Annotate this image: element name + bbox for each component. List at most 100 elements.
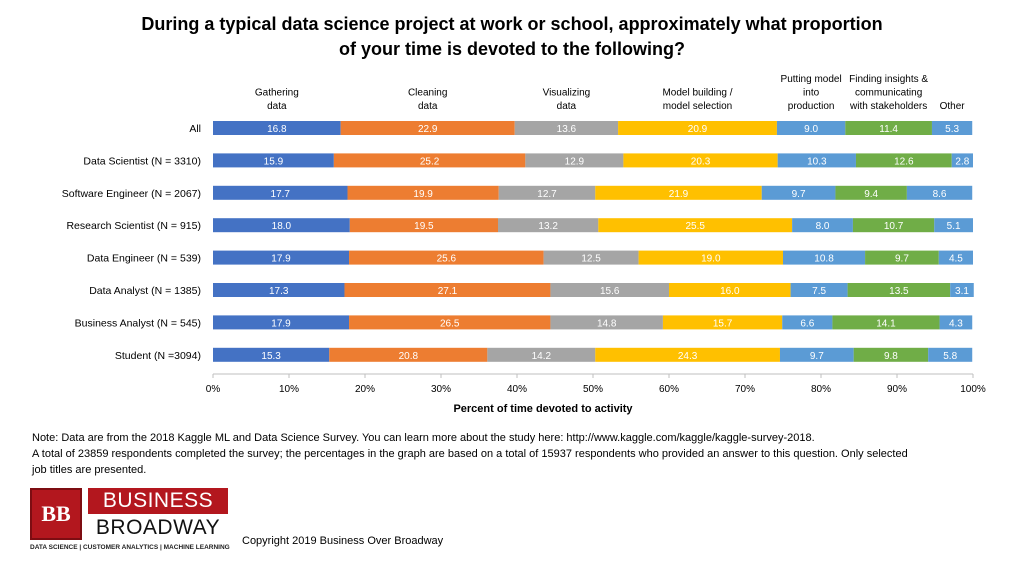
bar-segment-r0-s6	[931, 121, 973, 135]
bar-segment-r6-s0	[213, 315, 350, 330]
data-label-r3-s6: 5.1	[947, 221, 961, 232]
bar-segment-r5-s3	[669, 283, 791, 297]
bar-segment-r7-s5	[853, 347, 929, 362]
data-label-r1-s2: 12.9	[565, 156, 585, 167]
data-label-r3-s1: 19.5	[414, 221, 434, 232]
bar-segment-r7-s2	[487, 347, 596, 362]
data-label-r7-s2: 14.2	[532, 351, 552, 362]
bar-segment-r4-s3	[638, 250, 783, 265]
x-tick-label-6: 60%	[659, 384, 679, 395]
bar-segment-r3-s0	[213, 218, 350, 233]
logo-text-business: BUSINESS	[88, 488, 228, 514]
bar-segment-r3-s4	[792, 218, 853, 233]
bar-segment-r0-s1	[340, 121, 515, 135]
x-tick-label-0: 0%	[206, 384, 221, 395]
data-label-r1-s6: 2.8	[955, 156, 969, 167]
bar-segment-r0-s5	[845, 121, 932, 135]
bar-segment-r1-s5	[855, 153, 952, 168]
bar-segment-r7-s1	[329, 347, 488, 362]
note-line-2: A total of 23859 respondents completed t…	[32, 448, 908, 460]
bar-segment-r2-s1	[347, 185, 499, 200]
series-header-1-line-0: Cleaning	[408, 88, 447, 99]
series-header-2-line-0: Visualizing	[543, 88, 591, 99]
data-label-r0-s1: 22.9	[418, 124, 438, 135]
series-header-5-line-0: Finding insights &	[849, 74, 928, 85]
data-label-r4-s3: 19.0	[701, 254, 721, 265]
bar-segment-r2-s3	[595, 185, 762, 200]
data-label-r6-s5: 14.1	[876, 318, 896, 329]
data-label-r5-s5: 13.5	[889, 286, 909, 297]
bar-segment-r4-s6	[938, 250, 973, 265]
x-tick-label-4: 40%	[507, 384, 527, 395]
data-label-r7-s1: 20.8	[399, 351, 419, 362]
bar-segment-r6-s5	[832, 315, 940, 330]
business-broadway-logo: BB BUSINESS BROADWAY DATA SCIENCE | CUST…	[30, 488, 230, 560]
data-label-r3-s5: 10.7	[884, 221, 904, 232]
data-label-r7-s4: 9.7	[810, 351, 824, 362]
logo-tagline: DATA SCIENCE | CUSTOMER ANALYTICS | MACH…	[30, 544, 230, 551]
bar-segment-r6-s2	[550, 315, 663, 330]
category-label-2: Software Engineer (N = 2067)	[62, 188, 201, 200]
note-line-1: Note: Data are from the 2018 Kaggle ML a…	[32, 432, 815, 444]
data-label-r6-s1: 26.5	[440, 318, 460, 329]
bar-segment-r7-s6	[928, 347, 973, 362]
copyright-text: Copyright 2019 Business Over Broadway	[242, 535, 444, 547]
x-tick-label-2: 20%	[355, 384, 375, 395]
x-tick-label-8: 80%	[811, 384, 831, 395]
bar-segment-r5-s0	[213, 283, 345, 297]
bar-segment-r6-s6	[939, 315, 973, 330]
bar-segment-r6-s1	[349, 315, 551, 330]
series-header-3-line-0: Model building /	[662, 88, 732, 99]
x-tick-label-1: 10%	[279, 384, 299, 395]
data-label-r7-s3: 24.3	[678, 351, 698, 362]
data-label-r1-s3: 20.3	[691, 156, 711, 167]
bar-segment-r0-s3	[618, 121, 777, 135]
bar-segment-r1-s0	[213, 153, 334, 168]
category-label-0: All	[189, 123, 201, 135]
note-line-3: job titles are presented.	[32, 464, 147, 476]
data-label-r3-s4: 8.0	[816, 221, 830, 232]
series-header-4-line-2: production	[788, 101, 835, 112]
bar-segment-r1-s1	[333, 153, 526, 168]
bar-segment-r3-s2	[498, 218, 599, 233]
bar-segment-r0-s4	[776, 121, 846, 135]
data-label-r4-s0: 17.9	[271, 254, 291, 265]
bar-segment-r4-s2	[543, 250, 639, 265]
bar-segment-r1-s4	[777, 153, 856, 168]
bar-segment-r3-s1	[349, 218, 498, 233]
bar-segment-r5-s6	[950, 283, 974, 297]
series-header-4-line-0: Putting model	[781, 74, 842, 85]
data-label-r5-s6: 3.1	[955, 286, 969, 297]
bar-segment-r5-s5	[847, 283, 951, 297]
x-tick-label-7: 70%	[735, 384, 755, 395]
bar-segment-r0-s0	[213, 121, 341, 135]
category-label-3: Research Scientist (N = 915)	[66, 220, 201, 232]
data-label-r7-s5: 9.8	[884, 351, 898, 362]
data-label-r2-s3: 21.9	[669, 189, 689, 200]
data-label-r0-s3: 20.9	[688, 124, 708, 135]
bar-segment-r2-s4	[761, 185, 836, 200]
data-label-r3-s2: 13.2	[538, 221, 558, 232]
chart-title: During a typical data science project at…	[0, 12, 1024, 62]
bar-segment-r1-s2	[525, 153, 624, 168]
bar-segment-r4-s4	[783, 250, 866, 265]
data-label-r1-s1: 25.2	[420, 156, 440, 167]
x-tick-label-10: 100%	[960, 384, 986, 395]
data-label-r0-s5: 11.4	[879, 124, 898, 135]
series-header-6-line-0: Other	[940, 101, 966, 112]
logo-mark: BB	[30, 488, 82, 540]
data-label-r0-s2: 13.6	[557, 124, 577, 135]
data-label-r1-s4: 10.3	[807, 156, 827, 167]
data-label-r2-s2: 12.7	[537, 189, 557, 200]
data-label-r7-s6: 5.8	[943, 351, 957, 362]
bar-segment-r7-s3	[595, 347, 780, 362]
data-label-r1-s0: 15.9	[264, 156, 284, 167]
x-tick-label-9: 90%	[887, 384, 907, 395]
bar-segment-r4-s5	[865, 250, 939, 265]
data-label-r5-s2: 15.6	[600, 286, 620, 297]
bar-segment-r3-s5	[852, 218, 935, 233]
series-header-1-line-1: data	[418, 101, 438, 112]
data-label-r5-s4: 7.5	[812, 286, 826, 297]
bar-segment-r3-s6	[934, 218, 973, 233]
series-header-3-line-1: model selection	[663, 101, 732, 112]
